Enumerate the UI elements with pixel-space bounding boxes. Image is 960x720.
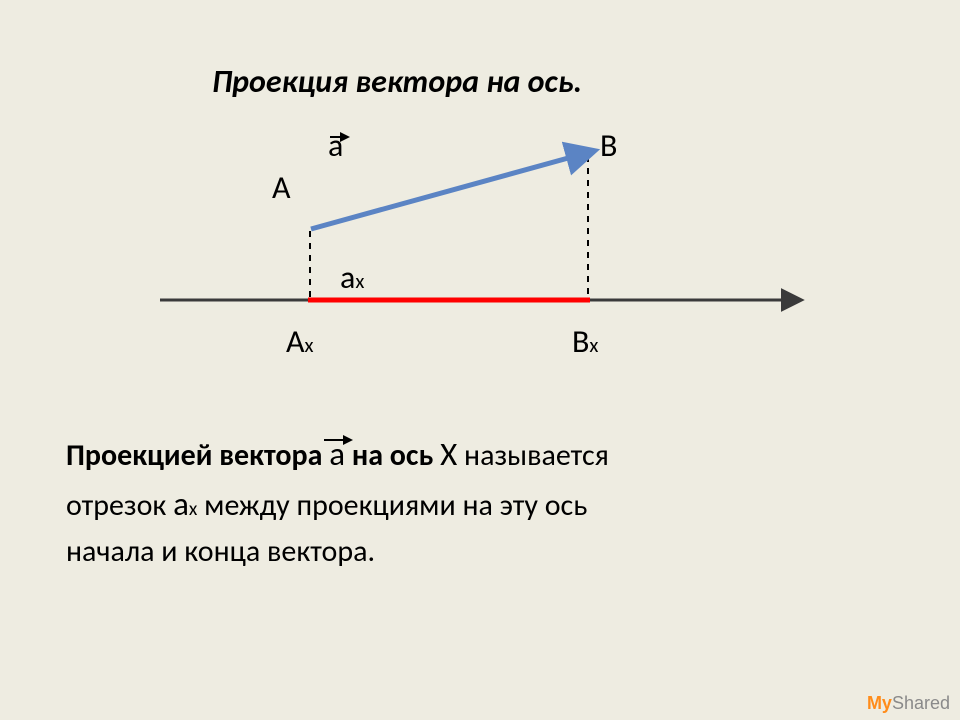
vector-ab [311,152,590,229]
watermark: MyShared [867,693,950,714]
label-a-sub-x: ах [340,258,364,297]
label-b-x: Вх [572,322,598,361]
label-point-a: А [272,168,291,207]
diagram-svg [0,0,960,720]
label-vector-a: а [328,126,343,165]
label-a-x: Ах [286,322,314,361]
slide-title: Проекция вектора на ось. [212,62,582,101]
label-point-b: В [600,126,617,165]
watermark-shared: Shared [892,693,950,713]
watermark-my: My [867,693,892,713]
definition-text: Проекцией вектора а на ось Х называетсяо… [66,432,609,573]
